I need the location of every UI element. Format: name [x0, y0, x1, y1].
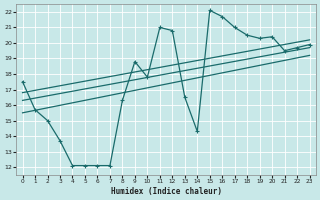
X-axis label: Humidex (Indice chaleur): Humidex (Indice chaleur) [111, 187, 221, 196]
